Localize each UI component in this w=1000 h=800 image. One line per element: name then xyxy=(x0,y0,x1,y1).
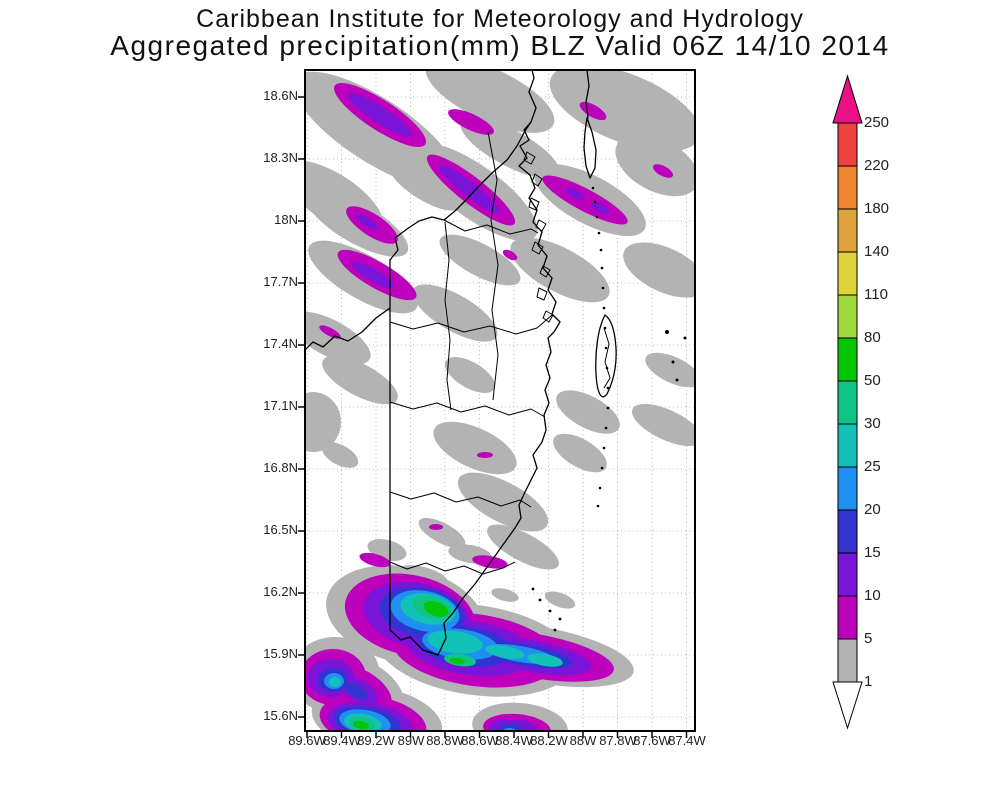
lat-tick-label: 16.5N xyxy=(263,522,298,537)
lat-tick-label: 18.3N xyxy=(263,150,298,165)
colorbar-level-label: 180 xyxy=(864,200,890,217)
colorbar-segment xyxy=(837,423,858,468)
colorbar-level-label: 30 xyxy=(864,415,881,432)
lon-tick-label: 87.8W xyxy=(599,733,637,748)
colorbar-level-label: 1 xyxy=(864,673,873,690)
colorbar xyxy=(832,74,863,730)
colorbar-segment xyxy=(837,466,858,511)
axis-ticks xyxy=(298,96,688,738)
lat-tick-label: 17.7N xyxy=(263,274,298,289)
lat-tick-label: 17.4N xyxy=(263,336,298,351)
lon-tick-label: 87.6W xyxy=(633,733,671,748)
belize-geography xyxy=(306,71,687,656)
lon-tick-label: 89.6W xyxy=(288,733,326,748)
colorbar-level-label: 110 xyxy=(864,286,888,303)
colorbar-level-label: 20 xyxy=(864,501,881,518)
colorbar-level-label: 220 xyxy=(864,157,890,174)
colorbar-level-label: 15 xyxy=(864,544,881,561)
lon-tick-label: 88.8W xyxy=(426,733,464,748)
rio-hondo-border xyxy=(389,121,532,261)
colorbar-segment xyxy=(837,595,858,640)
colorbar-level-label: 50 xyxy=(864,372,881,389)
lat-tick-label: 16.8N xyxy=(263,460,298,475)
page-title-line2: Aggregated precipitation(mm) BLZ Valid 0… xyxy=(110,30,890,61)
shade-50-80mm xyxy=(353,601,465,730)
colorbar-segment xyxy=(837,380,858,425)
colorbar-level-label: 10 xyxy=(864,587,881,604)
colorbar-segment xyxy=(837,208,858,253)
lon-tick-label: 88.6W xyxy=(461,733,499,748)
guatemala-border xyxy=(389,259,439,656)
map-figure xyxy=(298,69,696,738)
colorbar-bottom-triangle xyxy=(832,681,863,730)
lat-tick-label: 18N xyxy=(274,212,298,227)
precip-shading xyxy=(306,71,694,730)
lon-tick-label: 88.2W xyxy=(530,733,568,748)
coastline xyxy=(437,121,561,656)
lon-tick-label: 88.4W xyxy=(495,733,533,748)
ambergris-caye xyxy=(583,117,597,179)
turneffe-lagoon xyxy=(603,327,611,389)
colorbar-level-label: 140 xyxy=(864,243,890,260)
colorbar-level-label: 25 xyxy=(864,458,881,475)
colorbar-level-label: 5 xyxy=(864,630,873,647)
mexico-guatemala-border xyxy=(306,307,391,350)
lat-tick-label: 16.2N xyxy=(263,584,298,599)
reef-caye-dots xyxy=(531,186,687,632)
colorbar-segment xyxy=(837,165,858,210)
lon-tick-label: 89W xyxy=(397,733,425,748)
lon-tick-label: 89.4W xyxy=(323,733,361,748)
mexico-coast-north xyxy=(528,71,537,123)
lat-tick-label: 17.1N xyxy=(263,398,298,413)
colorbar-segment xyxy=(837,294,858,339)
colorbar-top-triangle xyxy=(832,74,863,124)
lat-tick-label: 15.9N xyxy=(263,646,298,661)
colorbar-segment xyxy=(837,122,858,167)
lat-tick-label: 18.6N xyxy=(263,88,298,103)
colorbar-segment xyxy=(837,638,858,683)
lon-tick-label: 87.4W xyxy=(668,733,706,748)
colorbar-segment xyxy=(837,251,858,296)
bay-east-shore xyxy=(585,71,590,119)
page-title-line1: Caribbean Institute for Meteorology and … xyxy=(196,5,804,33)
lon-tick-label: 88W xyxy=(569,733,597,748)
colorbar-segment xyxy=(837,337,858,382)
colorbar-segment xyxy=(837,509,858,554)
turneffe-atoll xyxy=(595,314,617,398)
lat-tick-label: 15.6N xyxy=(263,708,298,723)
map-frame xyxy=(304,69,696,732)
colorbar-segment xyxy=(837,552,858,597)
lon-tick-label: 89.2W xyxy=(357,733,395,748)
coastal-lagoons xyxy=(523,151,554,323)
district-borders xyxy=(389,131,553,575)
colorbar-level-label: 250 xyxy=(864,114,890,131)
colorbar-level-label: 80 xyxy=(864,329,881,346)
